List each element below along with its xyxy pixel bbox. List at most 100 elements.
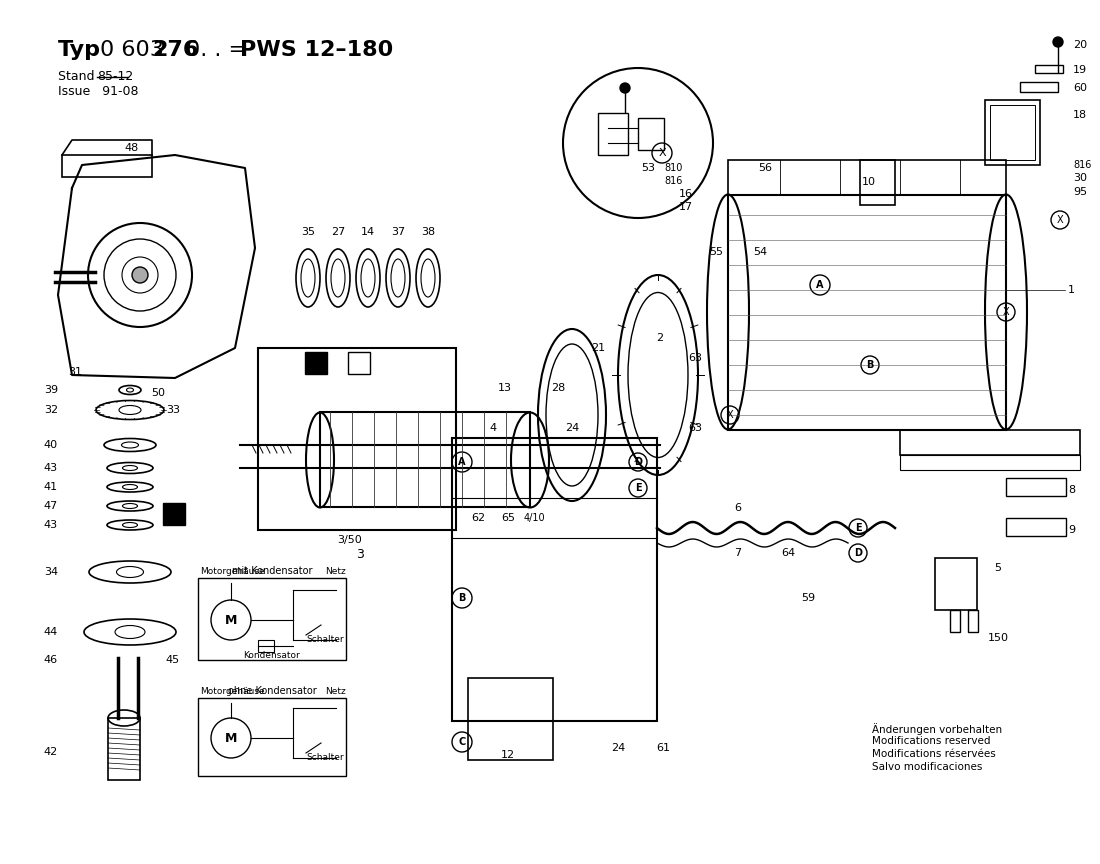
Text: 21: 21	[591, 343, 605, 353]
Text: 44: 44	[44, 627, 58, 637]
Text: A: A	[816, 280, 824, 290]
Text: 30: 30	[1072, 173, 1087, 183]
Text: 1: 1	[1068, 285, 1075, 295]
Bar	[984, 100, 1040, 165]
Bar	[258, 348, 456, 530]
Circle shape	[620, 83, 630, 93]
Text: ohne Kondensator: ohne Kondensator	[228, 686, 317, 696]
Bar	[1035, 65, 1063, 73]
Text: 816: 816	[1072, 160, 1091, 170]
Text: 37: 37	[390, 227, 405, 237]
Text: 17: 17	[679, 202, 693, 212]
Text: 85-12: 85-12	[97, 70, 133, 83]
Bar	[860, 160, 895, 205]
Text: 63: 63	[688, 423, 702, 433]
Bar	[728, 160, 1006, 195]
Bar	[108, 718, 140, 780]
Circle shape	[1053, 37, 1063, 47]
Text: 7: 7	[735, 548, 741, 558]
Text: 41: 41	[44, 482, 58, 492]
Text: Typ: Typ	[58, 40, 101, 60]
Text: 816: 816	[664, 176, 683, 186]
Bar	[598, 113, 628, 155]
Bar	[900, 455, 1080, 470]
Text: Modifications reserved: Modifications reserved	[872, 736, 990, 746]
Text: X: X	[1057, 215, 1064, 225]
Bar	[1006, 518, 1066, 536]
Text: 43: 43	[44, 520, 58, 530]
Text: Modifications réservées: Modifications réservées	[872, 749, 996, 759]
Bar	[320, 412, 530, 507]
Text: 42: 42	[44, 747, 58, 757]
Bar	[728, 195, 1006, 430]
Text: A: A	[459, 457, 465, 467]
Text: 9: 9	[1068, 525, 1075, 535]
Bar	[163, 503, 185, 525]
Text: 150: 150	[988, 633, 1009, 643]
Text: 0. . =: 0. . =	[186, 40, 248, 60]
Text: 4/10: 4/10	[524, 513, 544, 523]
Bar	[968, 610, 978, 632]
Bar	[62, 155, 152, 177]
Bar	[348, 352, 370, 374]
Text: Salvo modificaciones: Salvo modificaciones	[872, 762, 982, 772]
Text: 10: 10	[862, 177, 876, 187]
Text: mit Kondensator: mit Kondensator	[232, 566, 312, 576]
Text: 276: 276	[152, 40, 198, 60]
Text: 3: 3	[356, 549, 364, 562]
Text: 24: 24	[565, 423, 579, 433]
Text: 61: 61	[656, 743, 670, 753]
Text: M: M	[224, 613, 238, 626]
Text: 40: 40	[44, 440, 58, 450]
Text: 2: 2	[657, 333, 663, 343]
Text: 35: 35	[301, 227, 315, 237]
Text: 64: 64	[781, 548, 795, 558]
Text: 46: 46	[44, 655, 58, 665]
Text: Änderungen vorbehalten: Änderungen vorbehalten	[872, 723, 1002, 735]
Text: 19: 19	[1072, 65, 1087, 75]
Bar	[638, 118, 664, 150]
Text: 55: 55	[710, 247, 723, 257]
Bar	[468, 678, 553, 760]
Text: 18: 18	[1072, 110, 1087, 120]
Circle shape	[132, 267, 148, 283]
Text: C: C	[459, 737, 465, 747]
Text: 20: 20	[1072, 40, 1087, 50]
Text: 62: 62	[471, 513, 485, 523]
Text: 53: 53	[641, 163, 654, 173]
Text: 6: 6	[735, 503, 741, 513]
Text: E: E	[855, 523, 861, 533]
Bar	[990, 105, 1035, 160]
Text: Motorgehäuse: Motorgehäuse	[200, 568, 265, 576]
Text: 54: 54	[754, 247, 767, 257]
Text: 34: 34	[44, 567, 58, 577]
Text: 60: 60	[1072, 83, 1087, 93]
Text: 0 603: 0 603	[100, 40, 164, 60]
Text: 32: 32	[44, 405, 58, 415]
Text: 12: 12	[500, 750, 515, 760]
Text: Kondensator: Kondensator	[243, 651, 300, 660]
Text: 13: 13	[498, 383, 512, 393]
Text: 56: 56	[758, 163, 772, 173]
Text: 50: 50	[151, 388, 165, 398]
Bar	[305, 352, 327, 374]
Text: 47: 47	[44, 501, 58, 511]
Bar	[198, 698, 346, 776]
Text: Netz: Netz	[326, 688, 346, 696]
Text: Schalter: Schalter	[307, 636, 344, 645]
Text: Issue   91-08: Issue 91-08	[58, 85, 139, 98]
Text: X: X	[1003, 307, 1010, 317]
Text: Netz: Netz	[326, 568, 346, 576]
Text: 5: 5	[994, 563, 1001, 573]
Text: 63: 63	[688, 353, 702, 363]
Text: D: D	[854, 548, 862, 558]
Bar	[452, 438, 657, 721]
Text: 65: 65	[500, 513, 515, 523]
Text: D: D	[634, 457, 642, 467]
Bar	[950, 610, 960, 632]
Text: X: X	[727, 410, 734, 420]
Text: 59: 59	[801, 593, 815, 603]
Text: 4: 4	[490, 423, 496, 433]
Bar	[1020, 82, 1058, 92]
Text: Motorgehäuse: Motorgehäuse	[200, 688, 265, 696]
